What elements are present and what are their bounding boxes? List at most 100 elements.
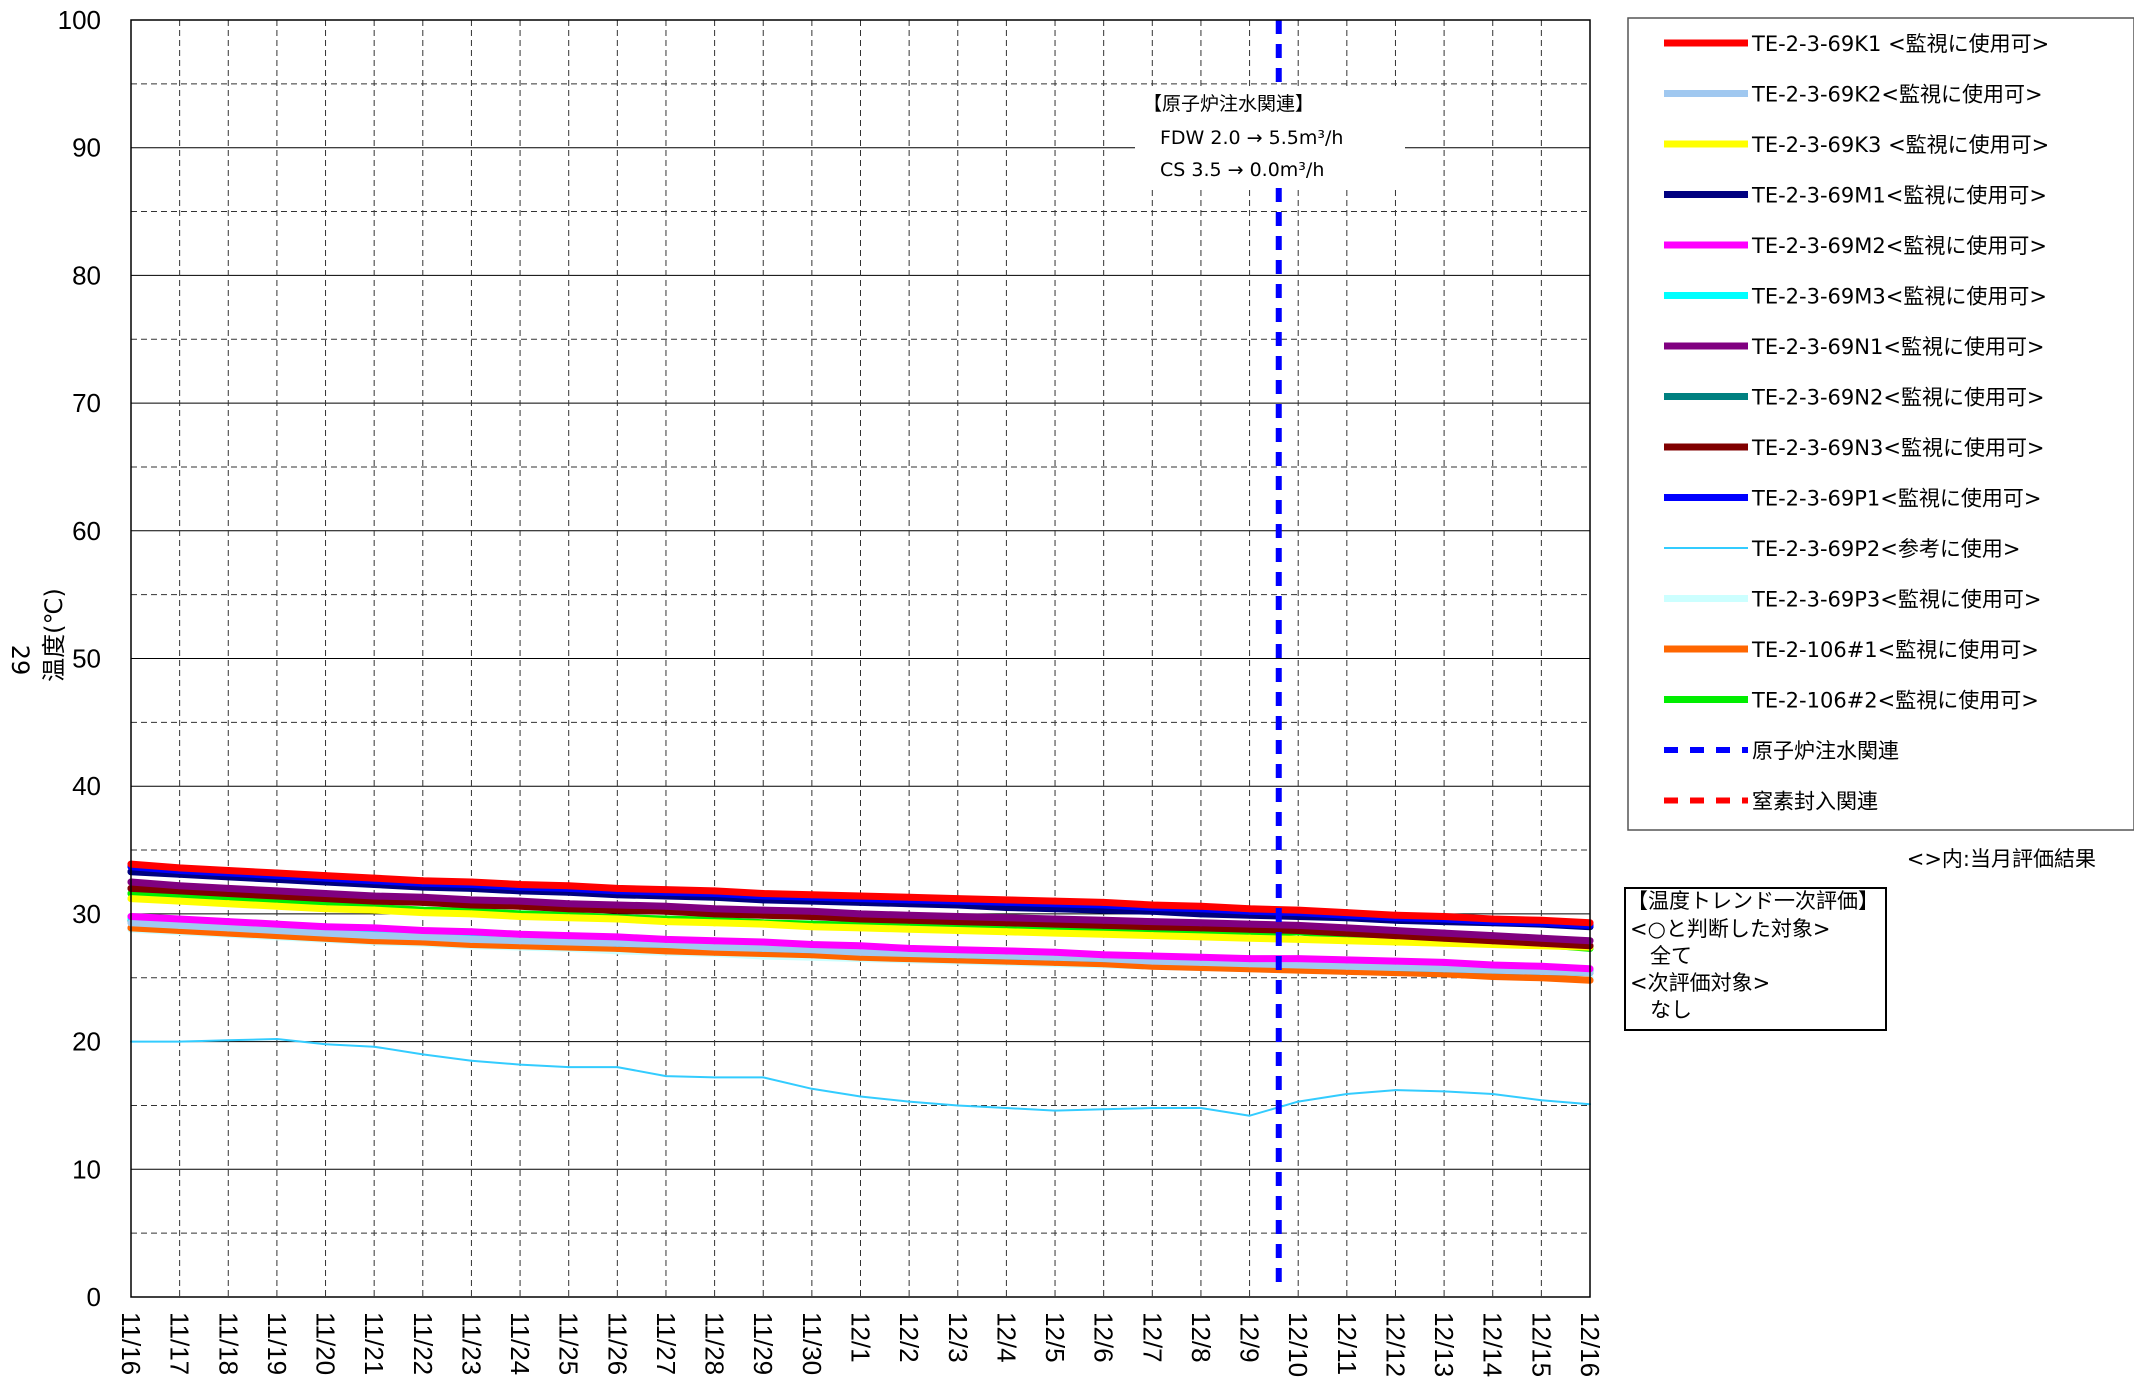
x-tick-label: 12/8 (1186, 1312, 1216, 1363)
data-point (373, 1045, 376, 1048)
data-point (857, 942, 864, 950)
data-point (1394, 1089, 1397, 1092)
data-point (1537, 934, 1545, 942)
data-point (224, 918, 232, 926)
data-point (1343, 909, 1351, 917)
data-point (273, 902, 281, 910)
data-point (662, 947, 670, 955)
x-tick-label: 12/3 (943, 1312, 973, 1363)
data-point (857, 892, 864, 900)
data-point (1391, 927, 1399, 935)
data-point (1443, 1090, 1446, 1093)
x-tick-label: 12/16 (1575, 1312, 1605, 1377)
y-tick-label: 70 (72, 388, 101, 418)
data-point (322, 923, 330, 931)
x-tick-label: 11/29 (748, 1312, 778, 1375)
data-point (467, 928, 475, 936)
y-tick-label: 10 (72, 1154, 101, 1184)
data-point (1294, 955, 1302, 963)
data-point (419, 877, 427, 885)
data-point (467, 910, 475, 918)
legend-label: TE-2-3-69P1<監視に使用可> (1751, 487, 2042, 511)
data-point (905, 944, 913, 952)
data-point (1051, 948, 1059, 956)
data-point (419, 927, 427, 935)
data-point (370, 892, 378, 900)
series-lines (127, 860, 1594, 1117)
data-point (176, 921, 184, 929)
data-point (516, 897, 524, 905)
data-point (662, 886, 670, 894)
data-point (954, 927, 962, 935)
data-point (662, 918, 670, 926)
data-point (908, 1100, 911, 1103)
data-point (613, 939, 621, 947)
data-point (1054, 1109, 1057, 1112)
data-point (565, 882, 573, 890)
x-tick-label: 12/7 (1137, 1312, 1167, 1363)
data-point (1489, 972, 1497, 980)
data-point (1537, 962, 1545, 970)
data-point (905, 925, 913, 933)
data-point (1440, 929, 1448, 937)
data-point (516, 937, 524, 945)
data-point (370, 874, 378, 882)
data-point (224, 924, 232, 932)
data-point (1002, 896, 1010, 904)
x-tick-label: 11/30 (797, 1312, 827, 1375)
axes: 0 10 20 30 40 50 60 70 80 90 100 11/16 11/17 11/18 11/… (58, 5, 1605, 1377)
data-point (178, 1040, 181, 1043)
data-point (613, 884, 621, 892)
x-tick-label: 12/2 (894, 1312, 924, 1363)
y-axis-label: 温度(℃) (40, 588, 68, 682)
data-point (1148, 952, 1156, 960)
data-point (273, 887, 281, 895)
legend-label: TE-2-3-69N2<監視に使用可> (1751, 386, 2045, 410)
data-point (857, 924, 864, 932)
grid (131, 19, 1590, 1298)
data-point (567, 1066, 570, 1069)
data-point (1489, 932, 1497, 940)
data-point (1248, 1114, 1251, 1117)
data-point (1343, 956, 1351, 964)
evaluation-next-heading: <次評価対象> (1630, 971, 1770, 995)
legend-label: TE-2-106#2<監視に使用可> (1751, 689, 2039, 713)
data-point (467, 878, 475, 886)
data-point (1100, 951, 1108, 959)
data-point (1391, 911, 1399, 919)
x-tick-label: 11/23 (456, 1312, 486, 1375)
data-point (1148, 918, 1156, 926)
data-point (1537, 916, 1545, 924)
evaluation-title: 【温度トレンド一次評価】 (1627, 889, 1879, 913)
legend-label: TE-2-3-69K3 <監視に使用可> (1751, 133, 2049, 157)
data-point (711, 919, 719, 927)
data-point (421, 1053, 424, 1056)
data-point (1051, 929, 1059, 937)
data-point (467, 896, 475, 904)
data-point (370, 906, 378, 914)
data-point (1294, 921, 1302, 929)
data-point (759, 889, 767, 897)
evaluation-ok-value: 全て (1650, 944, 1692, 968)
data-point (370, 932, 378, 940)
data-point (711, 905, 719, 913)
legend-label: 窒素封入関連 (1752, 790, 1878, 814)
data-point (762, 1076, 765, 1079)
data-point (1343, 937, 1351, 945)
data-point (1537, 974, 1545, 982)
data-point (1002, 928, 1010, 936)
x-tick-label: 12/11 (1332, 1312, 1362, 1375)
data-point (857, 948, 864, 956)
data-point (322, 889, 330, 897)
data-point (370, 924, 378, 932)
data-point (419, 933, 427, 941)
data-point (1197, 902, 1205, 910)
x-tick-label: 11/22 (408, 1312, 438, 1375)
data-point (905, 911, 913, 919)
data-point (1197, 953, 1205, 961)
plot-frame (130, 19, 1591, 1298)
data-point (227, 1039, 230, 1042)
y-tick-label: 100 (58, 5, 101, 35)
data-point (759, 920, 767, 928)
x-tick-label: 11/21 (359, 1312, 389, 1375)
